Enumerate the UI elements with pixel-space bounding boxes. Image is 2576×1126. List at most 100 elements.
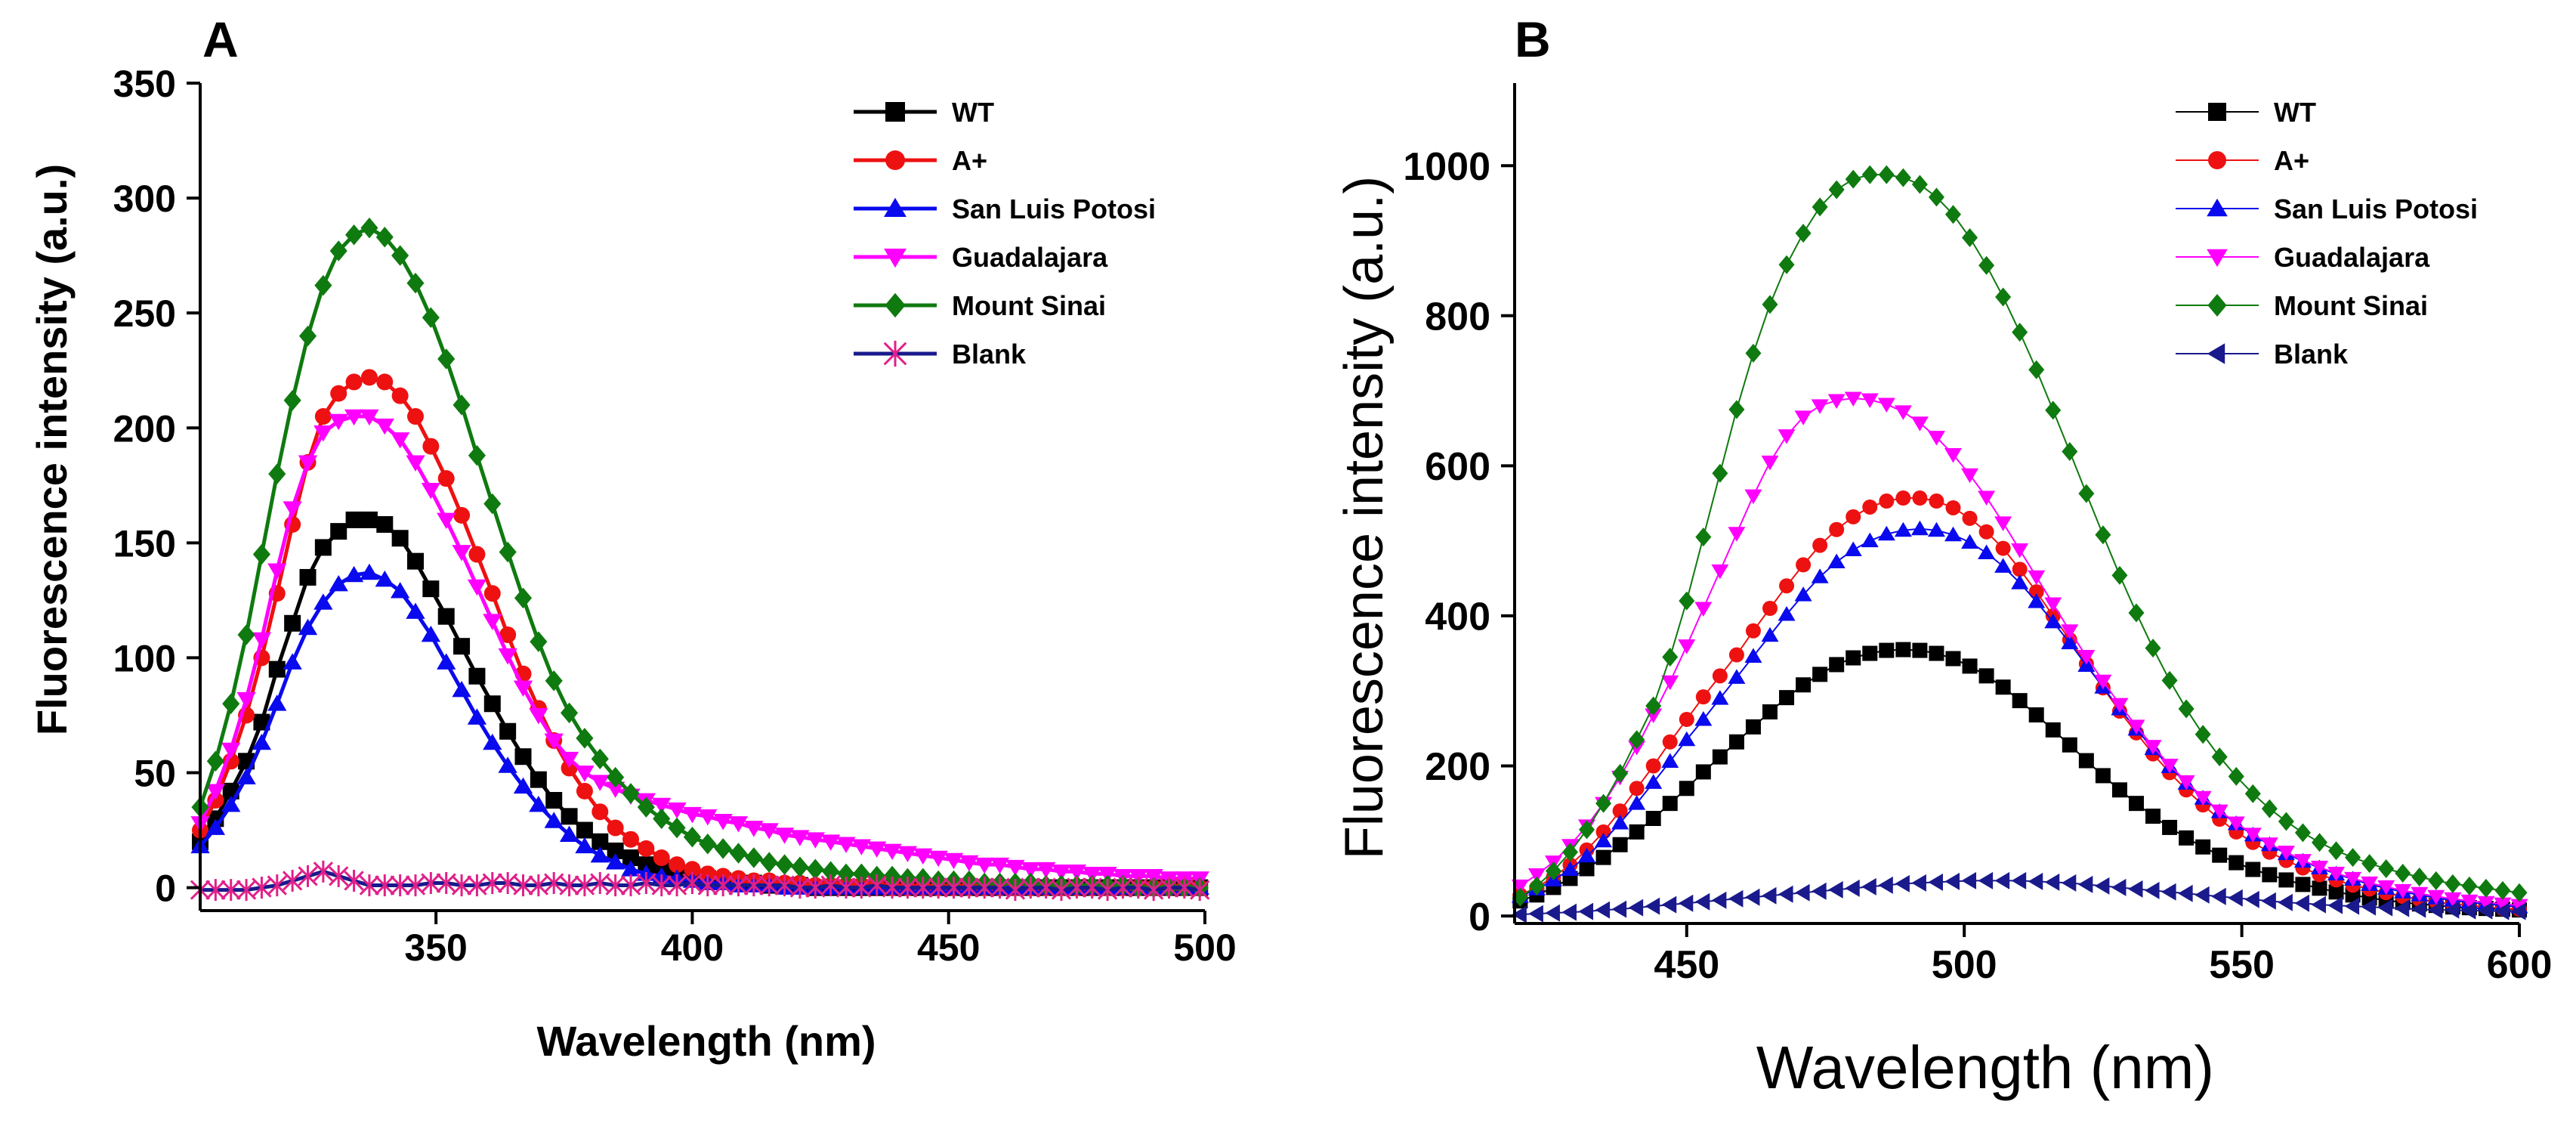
panel-b-wt-marker (2012, 693, 2028, 709)
panel-a-a-marker (699, 865, 716, 883)
panel-a-mount-sinai-marker (437, 348, 456, 370)
panel-a-blank-marker (697, 874, 718, 897)
panel-b-x-tick-label: 600 (2487, 943, 2553, 987)
panel-b-blank-marker (2494, 902, 2510, 920)
panel-a-a-marker (330, 385, 347, 402)
panel-b-wt-marker (2078, 753, 2094, 769)
panel-b-mount-sinai-marker (1728, 400, 1745, 419)
panel-a-guadalajara-marker (360, 409, 379, 426)
panel-a-mount-sinai-marker (391, 245, 409, 266)
panel-a-mount-sinai-marker (776, 854, 794, 875)
panel-b-blank-marker (2377, 899, 2393, 917)
panel-b-mount-sinai-marker (2361, 854, 2378, 874)
panel-b-guadalajara-marker (1894, 405, 1912, 420)
panel-a-blank-marker (313, 860, 334, 883)
panel-a-guadalajara-marker (805, 832, 825, 849)
panel-b-guadalajara-marker (2361, 876, 2379, 892)
panel-a-san-luis-potosi-marker (390, 582, 410, 599)
panel-b-wt-marker (1645, 811, 1661, 826)
panel-b-legend-label: Blank (2274, 339, 2349, 370)
panel-b-san-luis-potosi-marker (1645, 774, 1663, 789)
panel-a-legend-item-guadalajara: Guadalajara (854, 242, 1108, 273)
panel-a-mount-sinai-marker (622, 783, 640, 804)
panel-b-mount-sinai-marker (1995, 287, 2012, 307)
panel-a: A 350 400 450 500 0 50 100 150 200 250 300 350 WT A+ S… (28, 11, 1237, 1065)
panel-b-plot: 450 500 550 600 0 200 400 600 800 1000 WT A+ San Lui… (1403, 83, 2552, 987)
panel-a-san-luis-potosi-marker (544, 812, 564, 828)
panel-a-guadalajara-marker (682, 806, 703, 824)
panel-a-a-marker (684, 861, 701, 878)
panel-a-blank-marker (959, 877, 980, 899)
panel-b-guadalajara-marker (1927, 431, 1945, 446)
panel-b-mount-sinai-marker (1745, 343, 1762, 363)
panel-a-a-marker (453, 506, 471, 524)
panel-a-blank-marker (451, 874, 472, 897)
panel-b-series-guadalajara (1511, 391, 2528, 914)
panel-a-guadalajara-marker (329, 413, 348, 431)
panel-b-blank-marker (2411, 900, 2426, 918)
panel-a-san-luis-potosi-marker (483, 733, 502, 750)
panel-b-san-luis-potosi-marker (1578, 847, 1596, 863)
panel-a-mount-sinai-marker (576, 728, 594, 749)
panel-b-wt-marker (1796, 677, 1812, 693)
panel-a-legend-label: Guadalajara (952, 242, 1108, 273)
panel-a-guadalajara-marker (298, 455, 318, 472)
panel-b-guadalajara-marker (2011, 543, 2029, 558)
panel-b-blank-marker (1711, 891, 1727, 909)
panel-b-mount-sinai-marker (2478, 878, 2494, 898)
panel-b-y-tick-label: 200 (1425, 745, 1490, 789)
panel-b-blank-marker (1694, 892, 1710, 911)
panel-a-blank-marker (205, 879, 226, 902)
panel-b-mount-sinai-marker (2345, 848, 2361, 868)
panel-a-san-luis-potosi-marker (298, 618, 318, 636)
panel-a-san-luis-potosi-marker (498, 756, 517, 773)
panel-a-guadalajara-marker (774, 827, 795, 844)
panel-b-blank-marker (1595, 901, 1611, 919)
panel-a-mount-sinai-marker (452, 394, 471, 416)
panel-a-x-tick-label: 500 (1173, 926, 1236, 969)
panel-a-guadalajara-marker (1036, 862, 1056, 879)
panel-b-blank-marker (1944, 872, 1960, 890)
panel-a-guadalajara-marker (559, 751, 579, 769)
panel-b-blank-marker (2111, 878, 2127, 896)
panel-b-blank-marker (1845, 879, 1860, 897)
panel-b-legend-item-mount-sinai: Mount Sinai (2176, 290, 2428, 321)
panel-b-mount-sinai-line (1519, 174, 2520, 899)
panel-a-mount-sinai-marker (468, 445, 486, 466)
panel-a-guadalajara-marker (452, 545, 471, 561)
panel-a-mount-sinai-marker (530, 631, 548, 652)
panel-a-y-tick-label: 150 (113, 522, 176, 565)
panel-a-blank-marker (359, 874, 380, 897)
panel-b-mount-sinai-marker (1962, 228, 1978, 248)
panel-b-y-tick-label: 400 (1425, 595, 1490, 639)
panel-b-guadalajara-marker (1728, 527, 1746, 542)
panel-a-legend-swatch-marker (885, 150, 905, 170)
panel-b-mount-sinai-marker (1845, 169, 1861, 189)
panel-a-mount-sinai-marker (375, 227, 394, 248)
panel-a-blank-marker (298, 865, 318, 887)
panel-b-mount-sinai-marker (2178, 699, 2195, 719)
panel-a-san-luis-potosi-marker (513, 777, 533, 794)
panel-a-mount-sinai-marker (222, 693, 240, 714)
panel-b-wt-marker (1745, 719, 1761, 735)
panel-b-blank-marker (2077, 875, 2093, 893)
panel-a-san-luis-potosi-marker (375, 570, 394, 587)
panel-b-san-luis-potosi-marker (1794, 586, 1812, 602)
panel-b-blank-marker (2444, 901, 2460, 919)
panel-b-san-luis-potosi-marker (1861, 532, 1879, 548)
panel-a-guadalajara-marker (897, 846, 918, 863)
panel-b-legend-label: Guadalajara (2274, 242, 2430, 273)
panel-b-blank-marker (2278, 893, 2293, 911)
panel-a-blank-marker (221, 879, 241, 902)
panel-b-wt-marker (2245, 862, 2261, 877)
panel-a-mount-sinai-marker (298, 325, 317, 347)
panel-b-legend-swatch-marker (2208, 151, 2226, 169)
panel-b-a-marker (2012, 561, 2028, 577)
panel-b-guadalajara-marker (1811, 399, 1829, 414)
panel-a-wt-marker (253, 713, 270, 731)
panel-b-wt-marker (1945, 651, 1961, 667)
panel-a-mount-sinai-line (198, 225, 1200, 890)
panel-b-san-luis-potosi-marker (1961, 534, 1979, 549)
panel-b-wt-marker (2179, 830, 2195, 846)
panel-a-guadalajara-marker (882, 843, 902, 861)
